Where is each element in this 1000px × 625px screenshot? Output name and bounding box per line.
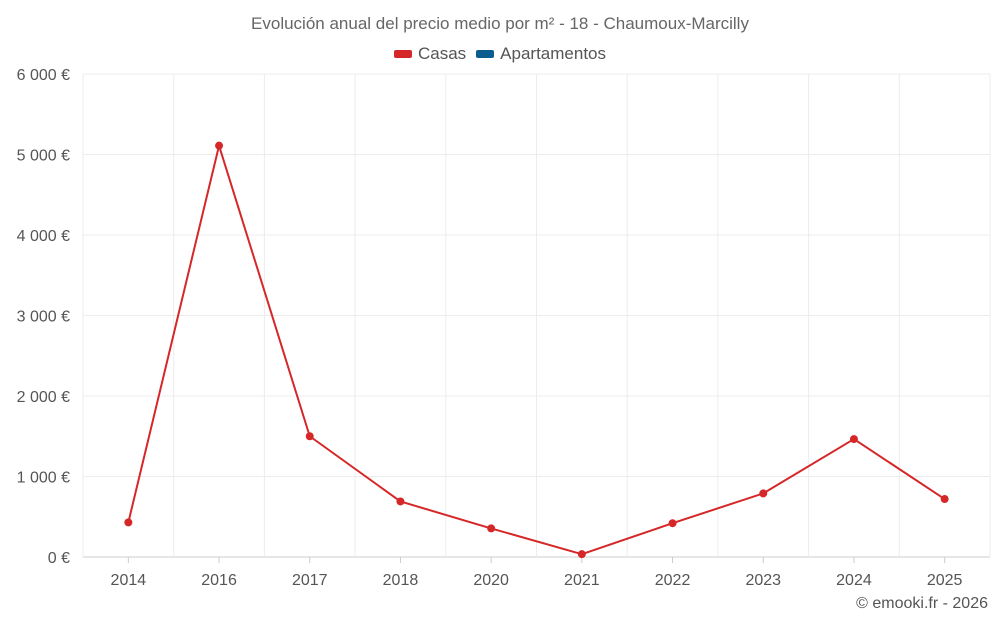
- x-tick-label: 2017: [292, 572, 328, 589]
- legend-item-apartamentos[interactable]: Apartamentos: [476, 44, 606, 64]
- data-point: [305, 432, 314, 441]
- data-point: [396, 497, 405, 506]
- data-point: [759, 489, 768, 498]
- x-tick-label: 2023: [745, 572, 781, 589]
- x-tick-label: 2016: [201, 572, 237, 589]
- data-point: [668, 519, 677, 528]
- y-tick-label: 4 000 €: [17, 228, 70, 245]
- y-tick-label: 1 000 €: [17, 470, 70, 487]
- y-tick-label: 5 000 €: [17, 148, 70, 165]
- y-tick-label: 0 €: [48, 550, 70, 567]
- data-point: [940, 495, 949, 504]
- x-tick-label: 2018: [383, 572, 419, 589]
- credit-text: © emooki.fr - 2026: [856, 595, 988, 612]
- x-tick-label: 2025: [927, 572, 963, 589]
- data-point: [215, 141, 224, 150]
- legend-swatch-apartamentos: [476, 50, 495, 58]
- legend: Casas Apartamentos: [0, 44, 1000, 64]
- data-point: [849, 435, 858, 444]
- data-point: [577, 550, 586, 559]
- data-point: [124, 518, 133, 527]
- chart-title: Evolución anual del precio medio por m² …: [251, 14, 749, 33]
- x-tick-label: 2024: [836, 572, 872, 589]
- series-line-casas: [127, 144, 946, 556]
- x-tick-label: 2020: [473, 572, 509, 589]
- data-point: [487, 524, 496, 533]
- y-tick-label: 2 000 €: [17, 389, 70, 406]
- x-tick-label: 2014: [111, 572, 147, 589]
- y-tick-label: 3 000 €: [17, 309, 70, 326]
- x-tick-label: 2021: [564, 572, 600, 589]
- legend-label-casas: Casas: [417, 44, 467, 63]
- x-tick-label: 2022: [655, 572, 691, 589]
- legend-swatch-casas: [393, 50, 412, 58]
- y-tick-label: 6 000 €: [17, 67, 70, 84]
- legend-item-casas[interactable]: Casas: [393, 44, 467, 64]
- legend-label-apartamentos: Apartamentos: [500, 44, 607, 63]
